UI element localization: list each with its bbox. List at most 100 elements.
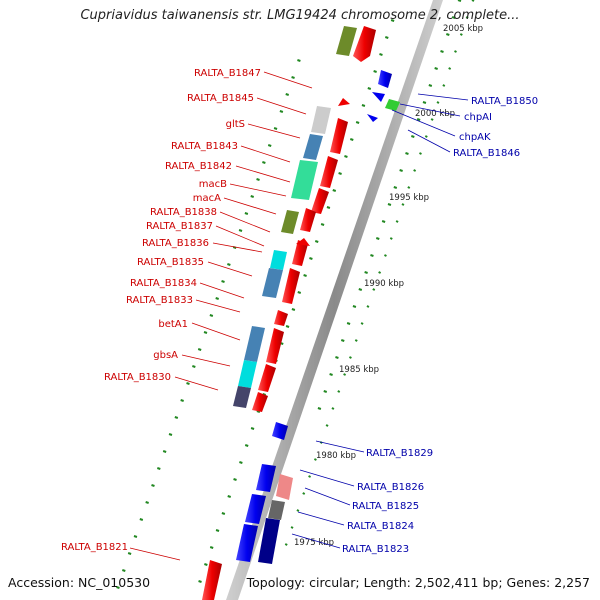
feature-arrow-red [296, 238, 310, 246]
tick-mark [440, 50, 444, 53]
tick-mark [302, 492, 306, 495]
gene-label: RALTA_B1842 [165, 161, 232, 172]
scale-label: 1985 kbp [339, 365, 379, 375]
tick-mark [329, 373, 333, 376]
tick-mark [428, 84, 433, 87]
gene-label: macB [199, 179, 227, 190]
tick-mark [434, 67, 438, 70]
tick-mark [331, 407, 335, 410]
feature-arrow-blue [236, 524, 258, 562]
feature-box-steelblue [303, 134, 323, 160]
map-title: Cupriavidus taiwanensis str. LMG19424 ch… [80, 8, 520, 23]
tick-mark [296, 509, 300, 512]
tick-mark [209, 546, 214, 549]
tick-mark [387, 203, 392, 206]
tick-mark [320, 223, 325, 226]
tick-mark [395, 220, 399, 223]
tick-mark [239, 461, 243, 464]
tick-mark [284, 543, 288, 546]
tick-mark [352, 305, 357, 308]
feature-box-steelblue [244, 326, 265, 362]
feature-arrow-blue [272, 422, 288, 440]
tick-mark [273, 127, 278, 130]
feature-arrow-red [202, 560, 222, 600]
tick-mark [471, 0, 475, 2]
gene-label: RALTA_B1843 [171, 141, 238, 152]
gene-label: gbsA [153, 350, 178, 361]
tick-mark [442, 84, 446, 87]
gene-label: RALTA_B1836 [142, 238, 209, 249]
tick-mark [279, 110, 284, 113]
tick-mark [133, 535, 138, 538]
tick-mark [203, 331, 208, 334]
accession-text: Accession: NC_010530 [8, 575, 151, 590]
tick-mark [372, 288, 376, 291]
tick-mark [393, 186, 398, 189]
tick-mark [446, 33, 450, 36]
feature-arrow-blue [372, 92, 385, 102]
tick-mark [267, 144, 272, 147]
tick-mark [348, 356, 352, 359]
tick-mark [221, 280, 225, 283]
tick-mark [162, 450, 167, 453]
tick-mark [381, 220, 386, 223]
gene-label: RALTA_B1845 [187, 93, 254, 104]
gene-label: RALTA_B1825 [352, 501, 419, 512]
tick-mark [145, 501, 149, 504]
tick-mark [139, 518, 144, 521]
feature-box-cyan [270, 250, 287, 270]
feature-arrow-red [258, 364, 276, 392]
tick-mark [317, 407, 322, 410]
feature-arrow-red [338, 98, 350, 106]
feature-track [202, 26, 400, 600]
gene-label: RALTA_B1847 [194, 68, 261, 79]
tick-mark [384, 36, 389, 39]
scale-label: 1980 kbp [316, 451, 356, 461]
tick-mark [256, 178, 260, 181]
feature-arrow-red [311, 188, 329, 214]
tick-mark [262, 161, 266, 164]
gene-label: chpAK [459, 132, 491, 143]
tick-mark [366, 305, 370, 308]
left-gene-labels: RALTA_B1847 RALTA_B1845 gltS RALTA_B1843… [61, 68, 261, 553]
tick-mark [454, 50, 457, 53]
tick-mark [373, 70, 377, 73]
feature-arrow-red [330, 118, 348, 154]
feature-arrow-red [320, 156, 338, 188]
feature-arrow-blue [378, 70, 392, 88]
tick-mark [332, 189, 337, 192]
feature-box-olive [336, 26, 357, 56]
tick-mark [244, 212, 249, 215]
tick-mark [186, 382, 190, 385]
scale-label: 1975 kbp [294, 538, 334, 548]
gene-label: RALTA_B1824 [347, 521, 414, 532]
feature-arrow-red [282, 268, 300, 304]
feature-box-navy [258, 518, 280, 564]
feature-box-steelblue [262, 268, 283, 298]
gene-label: betA1 [158, 319, 188, 330]
tick-mark [314, 240, 319, 243]
scale-label: 1990 kbp [364, 279, 404, 289]
tick-mark [209, 314, 214, 317]
tick-mark [204, 563, 208, 566]
tick-mark [215, 529, 220, 532]
tick-mark [309, 257, 313, 260]
gene-label: RALTA_B1834 [130, 278, 197, 289]
feature-arrow-red [353, 26, 376, 62]
tick-mark [297, 291, 302, 294]
feature-box-green [385, 99, 400, 111]
tick-mark [354, 339, 358, 342]
gene-label: RALTA_B1833 [126, 295, 193, 306]
tick-mark [344, 155, 348, 158]
tick-mark [451, 16, 456, 19]
gene-label: RALTA_B1835 [137, 257, 204, 268]
backbone [226, 0, 443, 600]
scale-label: 2005 kbp [443, 24, 483, 34]
gene-label: RALTA_B1826 [357, 482, 424, 493]
scale-label: 2000 kbp [415, 109, 455, 119]
feature-arrow-red [274, 310, 288, 326]
tick-mark [325, 424, 329, 427]
tick-mark [127, 552, 132, 555]
tick-mark [430, 118, 434, 121]
